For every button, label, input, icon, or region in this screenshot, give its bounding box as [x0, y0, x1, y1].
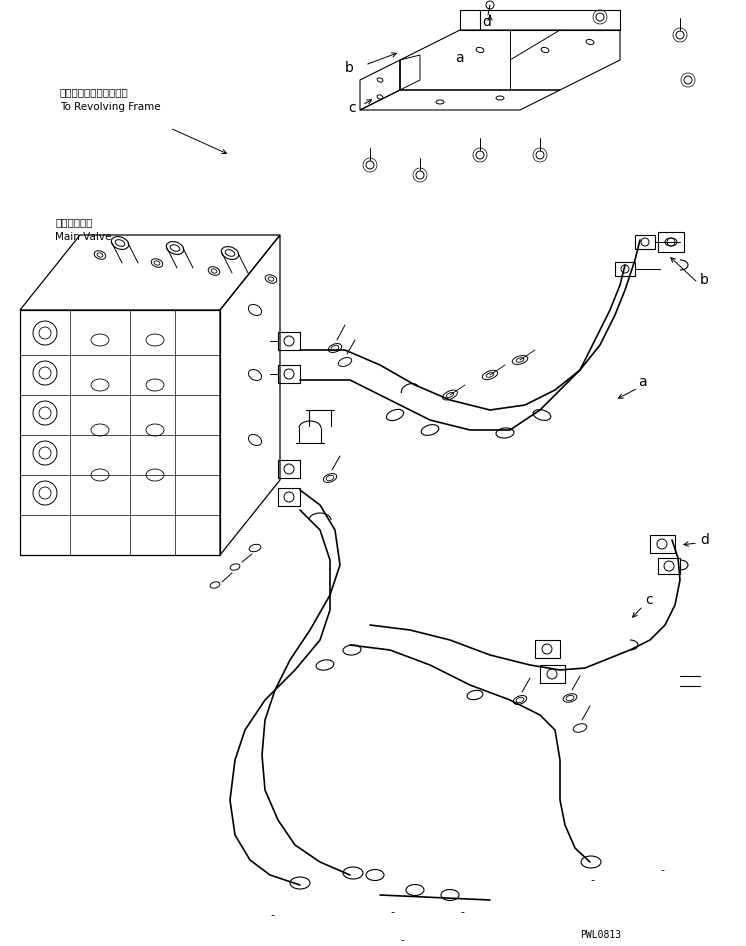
Text: -: -: [400, 935, 404, 945]
Ellipse shape: [406, 885, 424, 896]
Text: -: -: [660, 865, 664, 875]
Text: b: b: [700, 273, 709, 287]
Ellipse shape: [421, 425, 439, 435]
Bar: [615, 262, 635, 276]
Bar: [658, 558, 680, 574]
Text: c: c: [645, 593, 653, 607]
Text: PWL0813: PWL0813: [580, 930, 621, 940]
Text: -: -: [390, 907, 394, 917]
Bar: [635, 235, 655, 249]
Text: -: -: [590, 875, 594, 885]
Bar: [278, 332, 300, 350]
Ellipse shape: [343, 645, 361, 655]
Bar: [278, 488, 300, 506]
Bar: [540, 665, 565, 683]
Text: d: d: [482, 15, 491, 29]
Text: レボルビングフレームへ: レボルビングフレームへ: [60, 87, 129, 97]
Ellipse shape: [581, 856, 601, 868]
Ellipse shape: [496, 428, 514, 438]
Text: b: b: [345, 61, 354, 75]
Ellipse shape: [290, 877, 310, 889]
Bar: [278, 460, 300, 478]
Ellipse shape: [533, 410, 551, 420]
Text: -: -: [270, 910, 274, 920]
Ellipse shape: [441, 889, 459, 901]
Ellipse shape: [386, 410, 404, 421]
Bar: [535, 640, 560, 658]
Text: d: d: [700, 533, 709, 547]
Text: a: a: [455, 51, 463, 65]
Text: a: a: [638, 375, 647, 389]
Ellipse shape: [467, 691, 483, 700]
Text: メインバルブ: メインバルブ: [55, 217, 93, 227]
Text: Main Valve: Main Valve: [55, 232, 111, 242]
Text: c: c: [348, 101, 356, 115]
Ellipse shape: [316, 659, 334, 670]
Bar: [650, 535, 675, 553]
Text: -: -: [460, 907, 464, 917]
Ellipse shape: [366, 869, 384, 881]
Bar: [278, 365, 300, 383]
Text: To Revolving Frame: To Revolving Frame: [60, 102, 160, 112]
Ellipse shape: [343, 867, 363, 879]
Bar: [658, 232, 684, 252]
